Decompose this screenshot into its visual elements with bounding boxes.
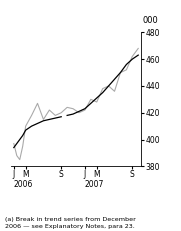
Text: 2007: 2007 [85,180,104,189]
Text: (a) Break in trend series from December
2006 — see Explanatory Notes, para 23.: (a) Break in trend series from December … [5,217,136,229]
Text: 000: 000 [143,16,159,25]
Text: 2006: 2006 [14,180,33,189]
